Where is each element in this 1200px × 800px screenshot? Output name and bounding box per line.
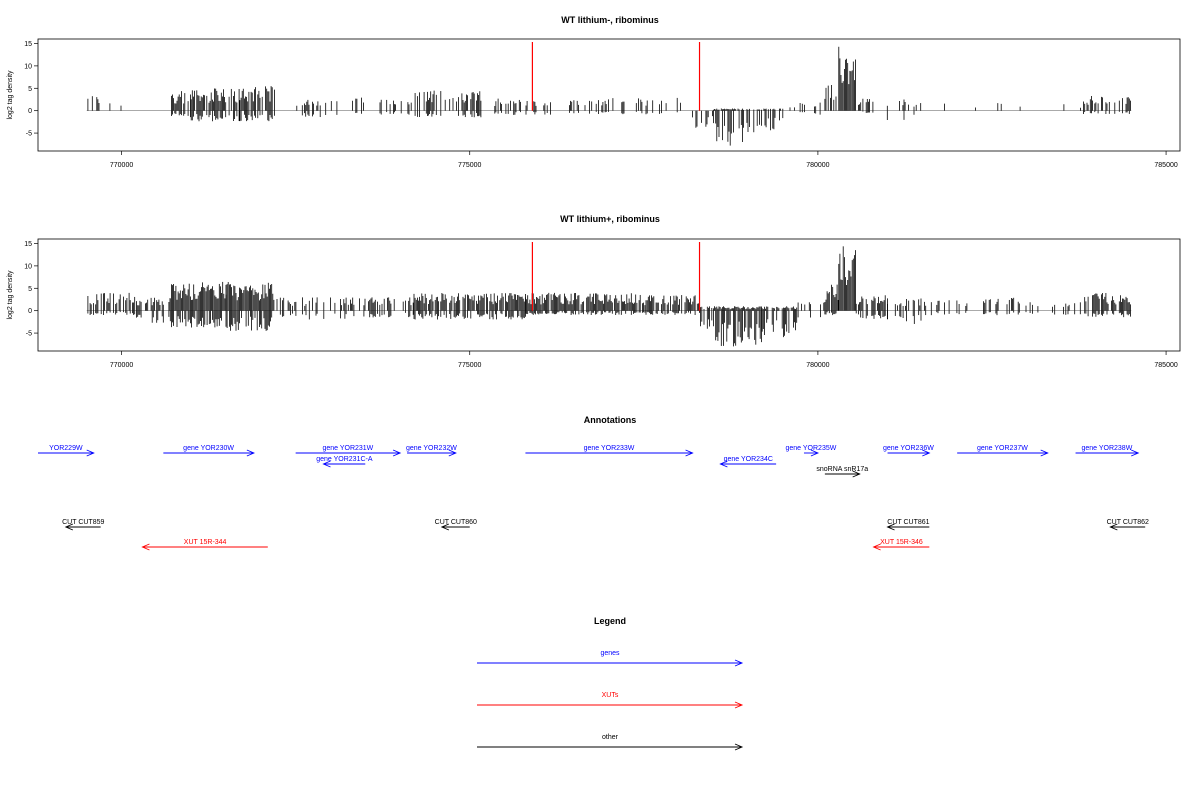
y-tick-label: 15: [24, 241, 32, 248]
y-tick-label: 5: [28, 286, 32, 293]
panel-title: WT lithium+, ribominus: [560, 214, 660, 224]
feature-xut: XUT 15R-346: [872, 539, 930, 551]
arrow-head: [1109, 523, 1118, 531]
feature-label: gene YOR235W: [786, 445, 837, 452]
track-panel-lithium-plus: WT lithium+, ribominus log2 tag density …: [7, 214, 1181, 369]
legend-item: genes: [477, 650, 744, 667]
feature-gene: gene YOR230W: [163, 445, 256, 457]
feature-label: gene YOR231C-A: [316, 456, 373, 463]
plot-frame: [37, 238, 1181, 352]
feature-label: gene YOR232W: [406, 445, 457, 452]
feature-label: gene YOR233W: [584, 445, 635, 452]
y-axis-label: log2 tag density: [7, 70, 14, 120]
plot-frame: [37, 38, 1181, 152]
feature-label: gene YOR236W: [883, 445, 934, 452]
arrow-head: [810, 449, 820, 457]
legend-title: Legend: [594, 616, 626, 626]
x-tick-label: 775000: [458, 162, 481, 169]
legend-item: other: [477, 734, 744, 751]
x-tick-label: 785000: [1154, 162, 1177, 169]
arrow-head: [86, 449, 95, 457]
y-tick-label: 15: [24, 41, 32, 48]
y-tick-label: -5: [26, 331, 32, 338]
feature-gene: gene YOR234C: [719, 456, 777, 468]
annotations-title: Annotations: [584, 415, 637, 425]
feature-gene: gene YOR238W: [1075, 445, 1140, 457]
arrow-head: [922, 449, 931, 457]
legend: Legend genes XUTs other: [477, 616, 744, 751]
x-tick-label: 785000: [1154, 362, 1177, 369]
y-tick-label: 5: [28, 86, 32, 93]
x-tick-label: 780000: [806, 162, 829, 169]
arrow-head: [440, 523, 450, 531]
arrow-head: [448, 449, 457, 457]
feature-xut: XUT 15R-344: [141, 539, 268, 551]
track-panel-lithium-minus: WT lithium-, ribominus log2 tag density …: [7, 15, 1181, 169]
feature-label: gene YOR238W: [1081, 445, 1132, 452]
feature-gene: gene YOR231W: [295, 445, 402, 457]
x-tick-label: 780000: [806, 362, 829, 369]
x-tick-label: 770000: [110, 162, 133, 169]
feature-gene: gene YOR233W: [525, 445, 694, 457]
y-tick-label: 0: [28, 308, 32, 315]
density-bars: [87, 246, 1131, 347]
feature-label: CUT CUT862: [1107, 519, 1149, 526]
feature-other: CUT CUT859: [62, 519, 104, 531]
arrow-head: [872, 543, 881, 551]
feature-label: gene YOR231W: [322, 445, 373, 452]
arrow-head: [734, 659, 744, 667]
feature-label: CUT CUT859: [62, 519, 104, 526]
y-tick-label: 10: [24, 63, 32, 70]
arrow-head: [734, 701, 744, 709]
arrow-head: [734, 743, 744, 751]
feature-gene: gene YOR236W: [883, 445, 934, 457]
y-tick-label: -5: [26, 131, 32, 138]
feature-label: gene YOR237W: [977, 445, 1028, 452]
feature-label: CUT CUT860: [435, 519, 477, 526]
feature-other: CUT CUT861: [886, 519, 930, 531]
x-tick-label: 770000: [110, 362, 133, 369]
feature-label: YOR229W: [49, 445, 83, 452]
legend-label: genes: [600, 650, 620, 657]
annotations-panel: Annotations YOR229W gene YOR230W gene YOR2…: [38, 415, 1149, 551]
feature-other: CUT CUT862: [1107, 519, 1149, 531]
feature-label: snoRNA snR17a: [816, 466, 868, 473]
feature-other: snoRNA snR17a: [816, 466, 868, 478]
legend-item: XUTs: [477, 692, 744, 709]
arrow-head: [1131, 449, 1140, 457]
arrow-head: [392, 449, 402, 457]
feature-label: XUT 15R-344: [184, 539, 227, 546]
arrow-head: [852, 470, 861, 478]
y-tick-label: 10: [24, 263, 32, 270]
feature-gene: gene YOR235W: [786, 445, 837, 457]
arrow-head: [886, 523, 895, 531]
arrow-head: [322, 460, 331, 468]
y-axis-label: log2 tag density: [7, 270, 14, 320]
feature-gene: gene YOR232W: [406, 445, 457, 457]
feature-gene: gene YOR231C-A: [316, 456, 373, 468]
arrow-head: [64, 523, 74, 531]
feature-gene: gene YOR237W: [957, 445, 1049, 457]
arrow-head: [719, 460, 728, 468]
feature-label: gene YOR230W: [183, 445, 234, 452]
legend-label: XUTs: [602, 692, 619, 699]
feature-label: CUT CUT861: [887, 519, 929, 526]
arrow-head: [141, 543, 150, 551]
density-bars: [87, 46, 1131, 146]
x-tick-label: 775000: [458, 362, 481, 369]
panel-title: WT lithium-, ribominus: [561, 15, 659, 25]
arrow-head: [246, 449, 256, 457]
legend-label: other: [602, 734, 619, 741]
feature-other: CUT CUT860: [435, 519, 477, 531]
feature-gene: YOR229W: [38, 445, 95, 457]
arrow-head: [1040, 449, 1049, 457]
feature-label: gene YOR234C: [724, 456, 773, 463]
y-tick-label: 0: [28, 108, 32, 115]
feature-label: XUT 15R-346: [880, 539, 923, 546]
arrow-head: [685, 449, 694, 457]
